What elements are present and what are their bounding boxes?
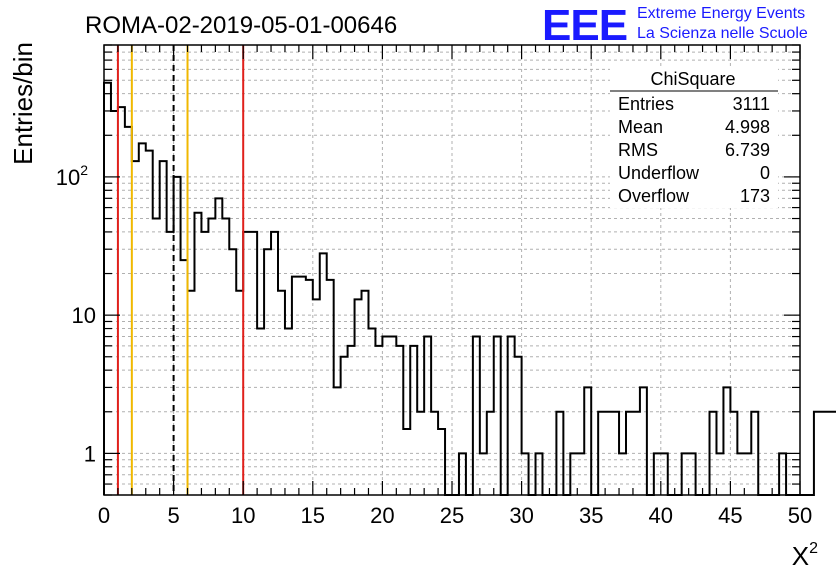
x-tick-label: 20	[370, 503, 394, 528]
y-tick-label: 102	[56, 162, 88, 190]
histogram-bin	[584, 387, 591, 495]
logo-mark: EEE	[542, 1, 627, 50]
histogram-outline	[103, 81, 836, 496]
histogram-bin	[396, 346, 403, 495]
y-axis-label: Entries/bin	[8, 42, 38, 165]
reference-lines	[116, 45, 245, 495]
y-tick-label-superscript: 2	[80, 162, 88, 178]
histogram-bin	[382, 337, 389, 495]
histogram-bin	[508, 337, 515, 495]
stats-row-value: 4.998	[725, 117, 770, 137]
stats-row-label: RMS	[618, 140, 658, 160]
histogram-bin	[292, 277, 299, 495]
histogram-bin	[348, 346, 355, 495]
y-tick-label-base: 1	[84, 441, 96, 466]
histogram-bin	[243, 232, 250, 495]
stats-row-label: Underflow	[618, 163, 700, 183]
histogram-bin	[410, 346, 417, 495]
histogram-bin	[229, 249, 236, 495]
histogram-bars	[103, 81, 836, 496]
x-tick-label: 40	[649, 503, 673, 528]
histogram-bin	[438, 429, 445, 495]
x-axis-label-superscript: 2	[809, 540, 818, 557]
histogram-bin	[814, 412, 821, 495]
histogram-bin	[250, 232, 257, 495]
x-tick-label: 30	[509, 503, 533, 528]
histogram-bin	[264, 249, 271, 495]
histogram-bin	[821, 412, 828, 495]
x-tick-label: 5	[167, 503, 179, 528]
histogram-bin	[494, 337, 501, 495]
histogram-bin	[389, 337, 396, 495]
x-tick-label: 15	[301, 503, 325, 528]
histogram-bin	[139, 143, 146, 495]
y-tick-label: 10	[72, 303, 96, 328]
histogram-bin	[146, 151, 153, 495]
histogram-bin	[334, 387, 341, 495]
histogram-bin	[403, 429, 410, 495]
logo: EEE Extreme Energy Events La Scienza nel…	[542, 1, 808, 50]
x-tick-label: 25	[440, 503, 464, 528]
x-tick-label: 10	[231, 503, 255, 528]
x-axis-label: X2	[792, 540, 818, 571]
stats-row-value: 6.739	[725, 140, 770, 160]
histogram-bin	[320, 253, 327, 495]
histogram-bin	[424, 337, 431, 495]
histogram-bin	[104, 83, 111, 495]
y-tick-label-base: 10	[56, 165, 80, 190]
stats-row-label: Entries	[618, 94, 674, 114]
histogram-bin	[167, 232, 174, 495]
y-tick-label: 1	[84, 441, 96, 466]
histogram-bin	[111, 111, 118, 495]
histogram-bin	[341, 357, 348, 495]
histogram-bin	[375, 346, 382, 495]
histogram-bin	[118, 107, 125, 495]
histogram-bin	[174, 177, 181, 495]
stats-box: ChiSquare Entries 3111 Mean 4.998 RMS 6.739 Un…	[610, 68, 778, 208]
histogram-bin	[723, 387, 730, 495]
histogram-bin	[125, 127, 132, 495]
x-axis-label-base: X	[792, 541, 809, 571]
histogram-bin	[271, 232, 278, 495]
histogram-bin	[299, 277, 306, 495]
stats-row-value: 173	[740, 186, 770, 206]
x-tick-label: 45	[718, 503, 742, 528]
histogram-bin	[640, 387, 647, 495]
stats-row-value: 3111	[733, 94, 770, 114]
stats-row-label: Mean	[618, 117, 663, 137]
histogram-bin	[515, 357, 522, 495]
y-tick-label-base: 10	[72, 303, 96, 328]
stats-row-label: Overflow	[618, 186, 690, 206]
stats-box-title: ChiSquare	[650, 69, 735, 89]
histogram-bin	[201, 232, 208, 495]
histogram-bin	[194, 213, 201, 495]
logo-line-2: La Scienza nelle Scuole	[637, 25, 808, 42]
stats-box-rows: Entries 3111 Mean 4.998 RMS 6.739 Underflow 0 Ov…	[618, 94, 770, 206]
histogram-bin	[215, 198, 222, 495]
x-tick-label: 0	[98, 503, 110, 528]
stats-row-value: 0	[760, 163, 770, 183]
x-tick-label: 35	[579, 503, 603, 528]
histogram-bin	[473, 337, 480, 495]
histogram-bin	[828, 412, 835, 495]
chart-title: ROMA-02-2019-05-01-00646	[85, 12, 397, 39]
logo-line-1: Extreme Energy Events	[637, 5, 805, 22]
x-tick-label: 50	[788, 503, 812, 528]
